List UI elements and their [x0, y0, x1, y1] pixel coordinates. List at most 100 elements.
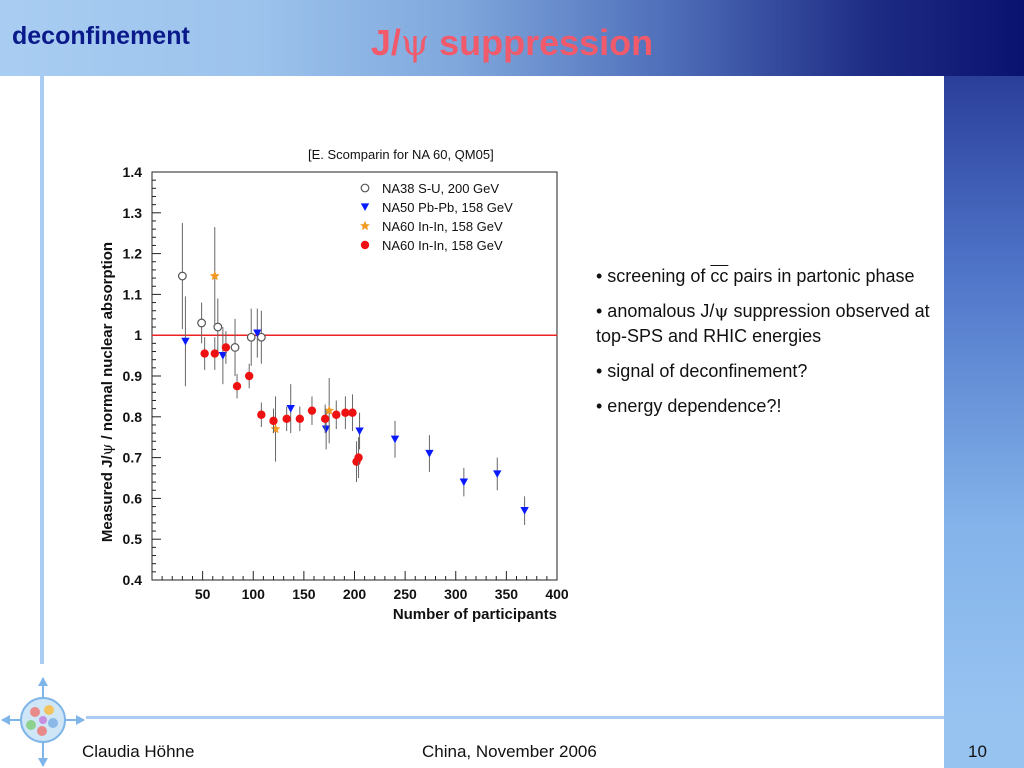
x-tick-label: 150 — [292, 586, 316, 602]
legend-experiment: NA50 — [382, 200, 415, 215]
data-point — [221, 343, 231, 352]
data-point — [232, 382, 242, 391]
x-tick-label: 250 — [393, 586, 417, 602]
x-tick-label: 50 — [195, 586, 211, 602]
data-point — [321, 425, 331, 434]
legend-experiment: NA60 — [382, 219, 415, 234]
legend-system: In-In, 158 GeV — [415, 219, 503, 234]
suppression-chart: [E. Scomparin for NA 60, QM05] 0.4 0.5 0.6… — [92, 140, 582, 630]
y-tick-label: 1 — [134, 327, 142, 343]
bullet-energy: • energy dependence?! — [596, 394, 942, 418]
bullet-text: suppression observed at top-SPS and RHIC… — [596, 301, 930, 346]
title-suffix: suppression — [429, 22, 654, 63]
legend-system: In-In, 158 GeV — [415, 238, 503, 253]
legend-marker — [360, 240, 370, 250]
y-label-psi: ψ — [98, 444, 116, 456]
bullet-text: • anomalous J/ — [596, 301, 715, 321]
data-point — [307, 406, 317, 415]
data-point — [218, 352, 228, 360]
slide-title: J/ψ suppression — [0, 22, 1024, 64]
bullet-signal: • signal of deconfinement? — [596, 359, 942, 383]
data-point — [348, 408, 357, 417]
page-number: 10 — [968, 742, 987, 761]
y-label-part: Measured J/ — [99, 455, 116, 543]
legend-entry: NA38 S-U, 200 GeV — [382, 181, 499, 196]
section-label: deconfinement — [12, 22, 190, 50]
data-point — [230, 343, 240, 352]
data-point — [295, 414, 305, 424]
data-point — [324, 405, 335, 415]
x-axis-label: Number of participants — [393, 606, 557, 623]
legend-marker — [360, 183, 370, 193]
data-point — [286, 405, 295, 413]
bullet-screening: • screening of cc pairs in partonic phas… — [596, 264, 942, 288]
cc-bar-text: cc — [710, 266, 729, 286]
y-label-part: / normal nuclear absorption — [99, 242, 116, 444]
bullet-text: • signal of deconfinement? — [596, 361, 808, 381]
data-point — [282, 414, 291, 424]
y-tick-label: 0.5 — [123, 531, 143, 547]
legend-experiment: NA38 — [382, 181, 415, 196]
y-tick-label: 0.7 — [123, 450, 143, 466]
data-point — [257, 410, 266, 419]
bullet-anomalous: • anomalous J/ψ suppression observed at … — [596, 299, 942, 348]
data-point — [177, 271, 187, 281]
data-point — [269, 416, 278, 426]
data-point — [253, 329, 262, 338]
x-tick-label: 300 — [444, 586, 468, 602]
slide-header: deconfinement J/ψ suppression — [0, 0, 1024, 76]
y-tick-label: 1.4 — [123, 164, 143, 180]
data-point — [355, 427, 364, 436]
data-point — [459, 478, 469, 487]
footer-decor-band — [944, 716, 1024, 768]
title-symbol: ψ — [400, 23, 430, 64]
legend-system: Pb-Pb, 158 GeV — [415, 200, 514, 215]
legend-marker — [360, 220, 370, 231]
bullet-text: • energy dependence?! — [596, 396, 782, 416]
data-point — [320, 414, 330, 424]
legend-experiment: NA60 — [382, 238, 415, 253]
data-point — [332, 410, 341, 419]
data-point — [425, 449, 434, 458]
bullet-text: pairs in partonic phase — [728, 266, 915, 286]
legend-system: S-U, 200 GeV — [415, 181, 500, 196]
y-tick-label: 1.1 — [123, 286, 143, 302]
psi-symbol: ψ — [714, 301, 729, 322]
legend-marker — [360, 203, 370, 211]
legend-entry: NA60 In-In, 158 GeV — [382, 219, 503, 234]
chart-citation: [E. Scomparin for NA 60, QM05] — [308, 147, 494, 162]
legend-entry: NA50 Pb-Pb, 158 GeV — [382, 200, 513, 215]
right-decor-band — [944, 76, 1024, 716]
title-prefix: J/ — [370, 22, 401, 63]
legend-entry: NA60 In-In, 158 GeV — [382, 238, 503, 253]
data-point — [354, 453, 363, 462]
y-axis-label: Measured J/ψ / normal nuclear absorption — [98, 242, 116, 542]
bottom-divider — [86, 716, 944, 719]
y-tick-label: 0.8 — [123, 409, 143, 425]
data-point — [209, 270, 220, 281]
y-tick-label: 0.9 — [123, 368, 143, 384]
data-point — [181, 337, 190, 346]
bullet-list: • screening of cc pairs in partonic phas… — [596, 264, 942, 429]
data-point — [341, 408, 350, 417]
x-tick-label: 400 — [545, 586, 569, 602]
y-tick-label: 0.4 — [123, 572, 143, 588]
y-tick-label: 1.2 — [123, 246, 143, 262]
footer-author: Claudia Höhne — [82, 742, 195, 761]
x-tick-label: 200 — [343, 586, 367, 602]
data-point — [210, 349, 219, 358]
x-tick-label: 100 — [242, 586, 266, 602]
data-point — [390, 435, 400, 444]
data-point — [246, 332, 256, 342]
y-tick-label: 0.6 — [123, 490, 143, 506]
logo-icon — [1, 677, 85, 767]
data-point — [197, 318, 207, 328]
x-tick-label: 350 — [495, 586, 519, 602]
data-point — [200, 349, 209, 358]
bullet-text: • screening of — [596, 266, 711, 286]
data-point — [493, 470, 502, 478]
data-point — [213, 322, 223, 332]
left-divider — [40, 76, 44, 664]
data-point — [245, 371, 254, 381]
data-point — [520, 507, 529, 515]
